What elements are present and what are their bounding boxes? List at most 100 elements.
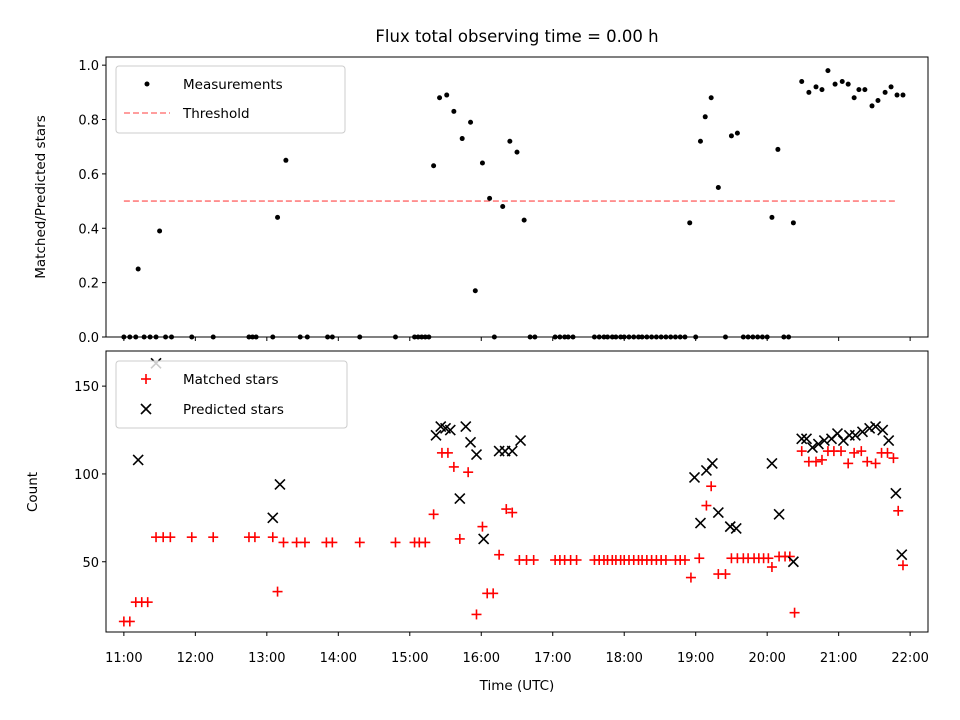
- matched-star-point: [882, 447, 893, 458]
- measurement-point: [639, 334, 645, 340]
- measurement-point: [626, 334, 632, 340]
- predicted-star-stroke-b: [706, 457, 718, 469]
- matched-star-point: [477, 521, 488, 532]
- x-tick-label: 20:00: [748, 651, 785, 666]
- predicted-star-point: [132, 454, 144, 466]
- measurement-point: [668, 334, 674, 340]
- measurement-point: [500, 204, 506, 210]
- measurement-point: [412, 334, 418, 340]
- measurements-legend-label: Measurements: [183, 77, 283, 93]
- measurement-point: [653, 334, 659, 340]
- matched-star-point: [701, 500, 712, 511]
- measurement-point: [163, 334, 169, 340]
- measurement-point: [562, 334, 568, 340]
- measurement-point: [658, 334, 664, 340]
- predicted-star-point: [506, 445, 518, 457]
- matched-star-point: [354, 537, 365, 548]
- bottom-ytick-label: 100: [74, 468, 99, 483]
- measurement-point: [127, 334, 133, 340]
- measurement-point: [894, 92, 900, 98]
- predicted-star-point: [896, 549, 908, 561]
- predicted-star-point: [870, 420, 882, 433]
- measurement-point: [444, 92, 450, 98]
- panel-top: Matched/Predicted stars 0.0 0.2 0.4 0.6 0.8 1…: [33, 56, 929, 346]
- measurement-point: [121, 334, 127, 340]
- matched-star-point: [789, 607, 800, 618]
- measurement-point: [781, 334, 787, 340]
- measurement-point: [514, 149, 520, 155]
- predicted-star-point: [812, 438, 824, 450]
- measurement-point: [507, 138, 513, 144]
- bottom-y-ticks: 50 100 150: [74, 380, 106, 571]
- threshold-legend-label: Threshold: [182, 106, 250, 122]
- measurement-point: [153, 334, 159, 340]
- bottom-ylabel: Count: [25, 472, 41, 512]
- matched-star-point: [528, 554, 539, 565]
- predicted-star-stroke-b: [132, 454, 144, 466]
- x-tick-label: 18:00: [605, 651, 642, 666]
- measurement-point: [875, 97, 881, 103]
- measurement-point: [157, 228, 163, 234]
- panel-bottom: Count Time (UTC) 50 100 150 11:00 12:00 13:0…: [25, 350, 929, 694]
- measurement-point: [419, 334, 425, 340]
- predicted-star-stroke-b: [806, 442, 819, 454]
- measurement-point: [357, 334, 363, 340]
- measurement-point: [734, 130, 740, 136]
- measurement-point: [618, 334, 624, 340]
- measurement-point: [856, 87, 862, 93]
- predicted-star-stroke-b: [896, 549, 908, 561]
- matched-star-point: [893, 505, 904, 516]
- measurement-point: [745, 334, 751, 340]
- measurement-point: [532, 334, 538, 340]
- measurement-point: [246, 334, 252, 340]
- matched-star-point: [488, 588, 499, 599]
- matched-star-point: [494, 549, 505, 560]
- measurement-point: [708, 95, 714, 101]
- measurement-point: [297, 334, 303, 340]
- predicted-star-point: [766, 457, 778, 469]
- measurement-point: [799, 78, 805, 84]
- measurement-point: [819, 87, 825, 93]
- matched-star-point: [870, 458, 881, 469]
- predicted-star-stroke-b: [274, 478, 286, 491]
- matched-star-point: [208, 532, 219, 543]
- measurement-point: [527, 334, 533, 340]
- measurement-point: [644, 334, 650, 340]
- matched-star-point: [811, 456, 822, 467]
- x-tick-label: 16:00: [463, 651, 500, 666]
- top-ylabel: Matched/Predicted stars: [33, 115, 49, 278]
- predicted-star-point: [787, 556, 799, 568]
- measurement-point: [764, 334, 770, 340]
- predicted-star-stroke-b: [460, 420, 472, 433]
- predicted-star-stroke-b: [773, 508, 785, 520]
- measurement-point: [715, 184, 721, 190]
- matched-star-point: [720, 569, 731, 580]
- measurement-point: [851, 95, 857, 101]
- predicted-star-stroke-b: [470, 449, 483, 461]
- measurement-point: [613, 334, 619, 340]
- measurement-point: [755, 334, 761, 340]
- matched-star-point: [862, 456, 873, 467]
- matched-star-point: [299, 537, 310, 548]
- x-tick-label: 17:00: [534, 651, 571, 666]
- measurement-point: [521, 217, 527, 223]
- bottom-legend: Matched stars Predicted stars: [115, 360, 348, 429]
- measurement-point: [601, 334, 607, 340]
- predicted-star-point: [800, 433, 813, 445]
- chart-title: Flux total observing time = 0.00 h: [375, 27, 658, 46]
- measurement-point: [672, 334, 678, 340]
- predicted-star-stroke-b: [430, 429, 442, 441]
- x-tick-label: 22:00: [891, 651, 928, 666]
- matched-star-point: [463, 467, 474, 478]
- predicted-legend-marker: [140, 403, 152, 415]
- bottom-plot-frame: [105, 350, 929, 633]
- measurement-point: [750, 334, 756, 340]
- top-plot-frame: [105, 56, 929, 338]
- measurement-point: [472, 288, 478, 294]
- measurement-point: [189, 334, 195, 340]
- measurement-point: [426, 334, 432, 340]
- matched-star-point: [442, 447, 453, 458]
- measurement-point: [609, 334, 615, 340]
- predicted-star-stroke-b: [712, 507, 724, 519]
- measurement-point: [169, 334, 175, 340]
